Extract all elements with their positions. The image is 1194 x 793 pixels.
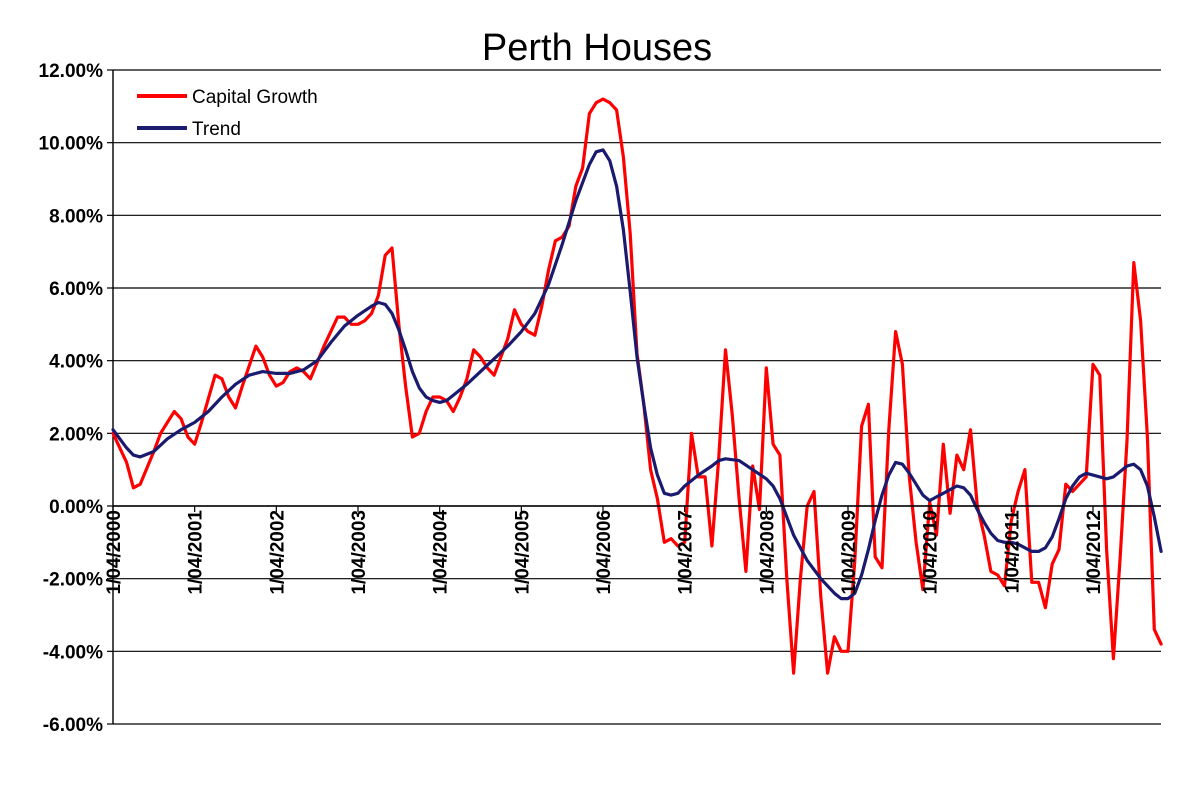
y-tick-label: 8.00% <box>49 206 103 227</box>
x-tick-label: 1/04/2011 <box>1002 510 1023 594</box>
legend: Capital Growth Trend <box>137 87 318 140</box>
x-tick-label: 1/04/2003 <box>349 510 370 595</box>
legend-label: Trend <box>192 119 241 140</box>
chart-title: Perth Houses <box>482 27 712 69</box>
y-tick-label: -4.00% <box>43 642 103 663</box>
x-tick-label: 1/04/2007 <box>676 510 697 595</box>
y-tick-label: 12.00% <box>39 61 104 82</box>
y-tick-label: 10.00% <box>39 134 104 155</box>
x-tick-label: 1/04/2001 <box>186 510 207 595</box>
y-tick-label: -2.00% <box>43 570 103 591</box>
x-tick-label: 1/04/2010 <box>921 510 942 595</box>
x-tick-label: 1/04/2000 <box>104 510 125 595</box>
x-tick-label: 1/04/2012 <box>1084 510 1105 595</box>
x-tick-label: 1/04/2006 <box>594 510 615 595</box>
y-axis: 12.00% 10.00% 8.00% 6.00% 4.00% 2.00% 0.00% -2.… <box>39 61 114 736</box>
x-axis: 1/04/2000 1/04/2001 1/04/2002 1/04/2003 1/04… <box>104 505 1161 595</box>
x-tick-label: 1/04/2009 <box>839 510 860 595</box>
x-tick-label: 1/04/2002 <box>267 510 288 595</box>
series-line-trend <box>111 148 1163 601</box>
series-line-capital-growth <box>111 97 1163 675</box>
y-tick-label: 2.00% <box>49 424 103 445</box>
plot-series <box>111 97 1163 675</box>
x-tick-label: 1/04/2008 <box>757 510 778 595</box>
y-tick-label: 0.00% <box>49 497 103 518</box>
x-tick-label: 1/04/2005 <box>512 510 533 595</box>
legend-label: Capital Growth <box>192 87 318 108</box>
y-tick-label: -6.00% <box>43 715 103 736</box>
y-tick-label: 6.00% <box>49 279 103 300</box>
y-tick-label: 4.00% <box>49 352 103 373</box>
x-tick-label: 1/04/2004 <box>431 510 452 595</box>
